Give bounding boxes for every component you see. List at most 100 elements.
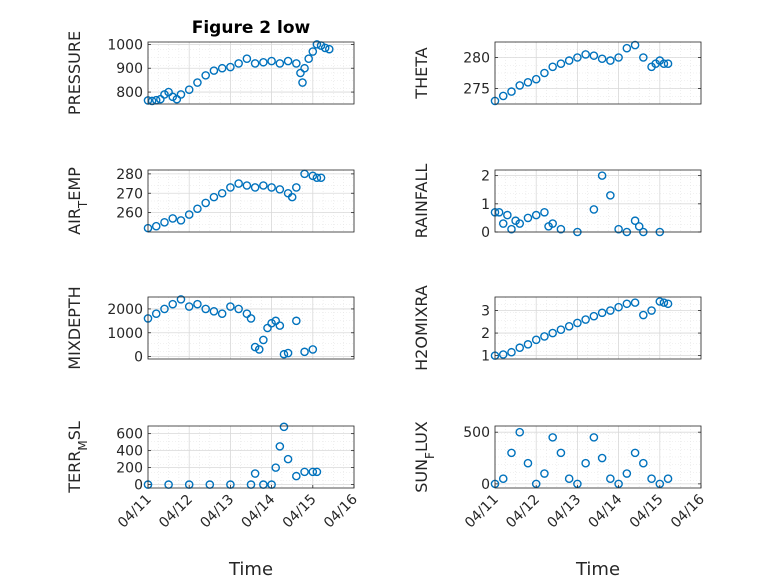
data-point [630, 298, 640, 307]
data-point [548, 62, 557, 72]
data-point [246, 314, 256, 323]
data-point [647, 306, 656, 315]
data-point [275, 185, 285, 194]
data-point [630, 216, 640, 226]
data-point [304, 54, 313, 63]
data-point [279, 422, 289, 432]
x-tick-label: 04/14 [586, 491, 626, 531]
data-point [292, 471, 301, 481]
y-tick-label: 1000 [107, 37, 143, 53]
data-point [548, 433, 557, 442]
x-tick-label: 04/15 [627, 492, 667, 532]
y-tick-label: 0 [481, 225, 490, 241]
data-point [639, 458, 648, 468]
data-point [531, 74, 541, 84]
data-point [308, 171, 318, 181]
data-point [267, 183, 276, 192]
data-point [556, 224, 566, 234]
data-point [663, 59, 673, 69]
data-point [324, 44, 334, 54]
y-tick-label: 1 [481, 349, 490, 365]
y-tick-label: 400 [116, 444, 143, 460]
data-point [531, 335, 541, 345]
data-point [573, 53, 582, 62]
y-tick-label: 500 [463, 425, 490, 441]
subplot-5: 0 1000 2000 MIXDEPTH [65, 286, 355, 370]
data-point [597, 171, 607, 180]
data-point [151, 221, 161, 231]
data-point [176, 90, 186, 99]
data-point [589, 51, 599, 60]
data-point [217, 188, 227, 198]
data-point [606, 191, 615, 200]
y-axis-label-part: M [76, 440, 90, 450]
data-point [556, 59, 566, 69]
y-axis-label-part: EMP [65, 167, 84, 201]
data-point [160, 218, 169, 227]
y-axis-label: MIXDEPTH [65, 286, 84, 369]
y-tick-label: 280 [116, 167, 143, 183]
data-point [614, 224, 623, 234]
y-axis-label-part: THETA [412, 47, 431, 99]
data-point [226, 302, 235, 311]
data-point [308, 345, 318, 354]
data-point [201, 304, 210, 314]
data-point [209, 192, 219, 202]
y-tick-label: 3 [481, 304, 490, 320]
data-point [581, 315, 590, 324]
data-point [597, 54, 607, 64]
y-tick-label: 2000 [107, 302, 143, 318]
data-point [540, 207, 549, 217]
data-point [581, 458, 590, 468]
axes-box [494, 425, 702, 489]
subplot-3: 260 270 280 AIRTEMP [65, 167, 355, 235]
data-point [540, 469, 549, 478]
axes-box [147, 169, 355, 233]
data-point [639, 310, 648, 320]
y-axis-label-part: LUX [412, 421, 431, 452]
data-point [507, 224, 516, 234]
data-point [503, 210, 512, 220]
data-point [283, 56, 293, 66]
data-point [515, 219, 525, 228]
data-point [259, 181, 268, 190]
data-point [184, 302, 194, 311]
data-point [663, 474, 673, 484]
subplot-2: 275 280 THETA [412, 40, 702, 106]
axes-box [494, 41, 702, 105]
data-point [234, 304, 243, 314]
y-tick-label: 800 [116, 85, 143, 101]
x-axis-label: Time [575, 559, 620, 580]
data-point [622, 299, 632, 309]
y-tick-label: 600 [116, 427, 143, 443]
y-axis-label-part: TERR [65, 451, 84, 494]
data-point [622, 43, 632, 53]
data-point [300, 63, 309, 73]
data-point [308, 467, 318, 477]
data-point [498, 91, 508, 101]
data-point [275, 321, 285, 330]
data-point [564, 322, 574, 331]
data-point [614, 302, 623, 312]
data-point [523, 213, 533, 223]
y-axis-label-part: F [423, 452, 437, 459]
y-tick-label: 200 [116, 461, 143, 477]
data-point [606, 56, 615, 65]
data-point [292, 59, 301, 68]
y-tick-label: 0 [481, 477, 490, 493]
data-point [250, 183, 260, 192]
y-axis-label: AIRTEMP [65, 167, 90, 235]
data-point [234, 59, 243, 68]
data-point [548, 219, 557, 228]
data-point [494, 207, 504, 217]
data-point [201, 71, 210, 80]
y-axis-label-part: SUN [412, 459, 431, 493]
data-point [234, 179, 243, 188]
x-tick-label: 04/14 [239, 491, 279, 531]
data-point [217, 309, 227, 318]
data-point [271, 463, 281, 472]
data-point [507, 448, 516, 458]
data-point [548, 328, 557, 338]
